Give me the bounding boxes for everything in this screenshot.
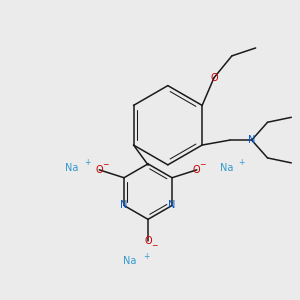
Text: Na: Na — [65, 163, 78, 173]
Text: O: O — [193, 165, 201, 175]
Text: +: + — [143, 251, 149, 260]
Text: −: − — [102, 160, 108, 169]
Text: N: N — [120, 200, 128, 211]
Text: N: N — [248, 135, 255, 145]
Text: O: O — [95, 165, 103, 175]
Text: −: − — [151, 242, 157, 250]
Text: Na: Na — [124, 256, 137, 266]
Text: N: N — [168, 200, 176, 211]
Text: O: O — [210, 73, 218, 83]
Text: O: O — [144, 236, 152, 246]
Text: −: − — [200, 160, 206, 169]
Text: +: + — [84, 158, 91, 167]
Text: +: + — [238, 158, 244, 167]
Text: Na: Na — [220, 163, 233, 173]
